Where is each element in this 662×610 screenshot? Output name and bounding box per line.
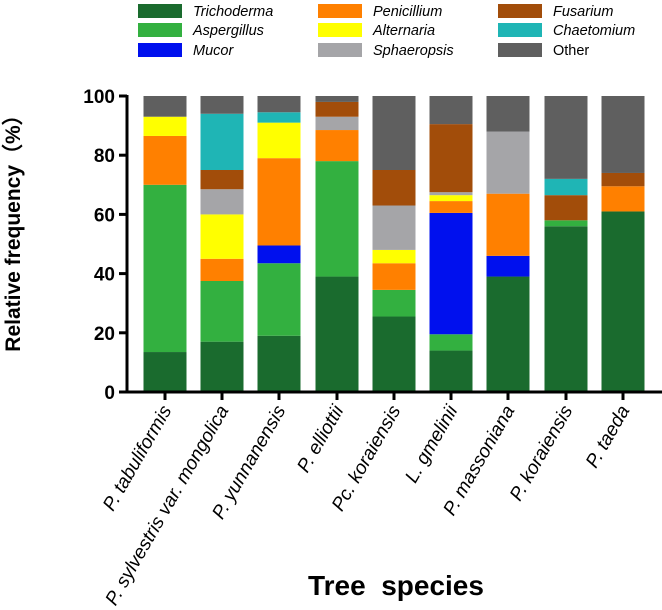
bar-segment-fusarium-pc-koraiensis — [372, 170, 416, 206]
legend-swatch-fusarium — [498, 4, 542, 18]
bar-segment-alternaria-p-sylvestris-var-mongolica — [200, 214, 244, 259]
bar-segment-alternaria-pc-koraiensis — [372, 249, 416, 264]
legend: Trichoderma Aspergillus Mucor Penicillium Al… — [138, 4, 635, 59]
legend-item-aspergillus: Aspergillus — [138, 23, 264, 39]
bar-segment-other-p-koraiensis — [544, 96, 588, 179]
bar-segment-penicillium-p-massoniana — [486, 193, 530, 256]
legend-label-sphaeropsis: Sphaeropsis — [373, 43, 454, 59]
legend-label-chaetomium: Chaetomium — [553, 23, 635, 39]
category-label-p-koraiensis: P. koraiensis — [506, 402, 578, 505]
bar-segment-trichoderma-p-elliottii — [315, 276, 359, 392]
legend-label-alternaria: Alternaria — [372, 23, 435, 39]
bar-segment-other-p-sylvestris-var-mongolica — [200, 96, 244, 114]
bar-segment-alternaria-p-yunnanensis — [257, 122, 301, 159]
bar-segment-other-p-massoniana — [486, 96, 530, 132]
legend-label-fusarium: Fusarium — [553, 4, 613, 20]
legend-swatch-chaetomium — [498, 23, 542, 37]
bar-segment-chaetomium-p-koraiensis — [544, 178, 588, 196]
y-tick-label-40: 40 — [94, 265, 115, 286]
bar-segment-mucor-l-gmelinii — [429, 212, 473, 335]
legend-swatch-aspergillus — [138, 23, 182, 37]
bar-segment-aspergillus-l-gmelinii — [429, 334, 473, 351]
bar-segment-penicillium-pc-koraiensis — [372, 263, 416, 290]
bar-segment-other-pc-koraiensis — [372, 96, 416, 170]
bar-segment-aspergillus-p-tabuliformis — [143, 184, 187, 353]
bar-segment-penicillium-p-sylvestris-var-mongolica — [200, 258, 244, 281]
bar-segment-alternaria-p-tabuliformis — [143, 116, 187, 136]
bar-segment-other-l-gmelinii — [429, 96, 473, 125]
y-tick-label-0: 0 — [104, 383, 115, 404]
legend-label-trichoderma: Trichoderma — [193, 4, 273, 20]
legend-item-other: Other — [498, 43, 589, 59]
bar-segment-sphaeropsis-p-massoniana — [486, 131, 530, 194]
bar-segment-chaetomium-p-yunnanensis — [257, 112, 301, 123]
bar-segment-fusarium-p-sylvestris-var-mongolica — [200, 170, 244, 190]
y-tick-label-60: 60 — [94, 205, 115, 226]
bar-segment-chaetomium-p-sylvestris-var-mongolica — [200, 113, 244, 170]
category-label-p-elliottii: P. elliottii — [293, 401, 348, 476]
legend-item-chaetomium: Chaetomium — [498, 23, 635, 39]
x-axis-title: Tree species — [308, 570, 484, 601]
legend-item-sphaeropsis: Sphaeropsis — [318, 43, 454, 59]
bars — [143, 96, 645, 392]
bar-segment-fusarium-p-koraiensis — [544, 195, 588, 221]
bar-segment-aspergillus-p-elliottii — [315, 161, 359, 277]
legend-label-penicillium: Penicillium — [373, 4, 442, 20]
bar-segment-trichoderma-p-taeda — [601, 211, 645, 392]
legend-label-mucor: Mucor — [193, 43, 234, 59]
bar-segment-fusarium-p-elliottii — [315, 101, 359, 117]
legend-label-other: Other — [553, 43, 589, 59]
y-tick-label-20: 20 — [94, 324, 115, 345]
bar-segment-other-p-tabuliformis — [143, 96, 187, 117]
bar-segment-trichoderma-p-massoniana — [486, 276, 530, 392]
legend-swatch-trichoderma — [138, 4, 182, 18]
legend-item-alternaria: Alternaria — [318, 23, 435, 39]
bar-segment-sphaeropsis-l-gmelinii — [429, 192, 473, 196]
legend-swatch-penicillium — [318, 4, 362, 18]
bar-segment-trichoderma-l-gmelinii — [429, 350, 473, 392]
bar-segment-alternaria-l-gmelinii — [429, 195, 473, 202]
axes: 0 20 40 60 80 100 — [83, 87, 662, 404]
bar-segment-penicillium-p-elliottii — [315, 130, 359, 162]
bar-segment-other-p-elliottii — [315, 96, 359, 102]
bar-segment-aspergillus-p-koraiensis — [544, 220, 588, 227]
legend-item-mucor: Mucor — [138, 43, 234, 59]
bar-segment-trichoderma-p-tabuliformis — [143, 352, 187, 392]
bar-segment-aspergillus-pc-koraiensis — [372, 289, 416, 317]
legend-swatch-mucor — [138, 43, 182, 57]
bar-segment-sphaeropsis-p-elliottii — [315, 116, 359, 131]
bar-segment-mucor-p-massoniana — [486, 255, 530, 277]
legend-item-trichoderma: Trichoderma — [138, 4, 273, 20]
bar-segment-other-p-taeda — [601, 96, 645, 173]
bar-segment-trichoderma-pc-koraiensis — [372, 316, 416, 392]
bar-segment-fusarium-p-taeda — [601, 172, 645, 187]
legend-swatch-sphaeropsis — [318, 43, 362, 57]
bar-segment-sphaeropsis-pc-koraiensis — [372, 205, 416, 250]
y-tick-label-100: 100 — [83, 87, 115, 108]
y-axis-title: Relative frequency（%） — [1, 104, 25, 351]
legend-item-penicillium: Penicillium — [318, 4, 442, 20]
category-label-l-gmelinii: L. gmelinii — [401, 401, 462, 486]
bar-segment-penicillium-p-yunnanensis — [257, 158, 301, 246]
legend-item-fusarium: Fusarium — [498, 4, 613, 20]
legend-label-aspergillus: Aspergillus — [192, 23, 264, 39]
bar-segment-fusarium-l-gmelinii — [429, 124, 473, 193]
bar-segment-mucor-p-yunnanensis — [257, 245, 301, 264]
bar-segment-penicillium-p-tabuliformis — [143, 135, 187, 185]
legend-swatch-alternaria — [318, 23, 362, 37]
legend-swatch-other — [498, 43, 542, 57]
bar-segment-other-p-yunnanensis — [257, 96, 301, 113]
bar-segment-trichoderma-p-yunnanensis — [257, 335, 301, 392]
bar-segment-trichoderma-p-koraiensis — [544, 226, 588, 392]
bar-segment-aspergillus-p-yunnanensis — [257, 263, 301, 336]
bar-segment-aspergillus-p-sylvestris-var-mongolica — [200, 281, 244, 342]
bar-segment-penicillium-p-taeda — [601, 186, 645, 212]
bar-segment-penicillium-l-gmelinii — [429, 201, 473, 213]
bar-segment-trichoderma-p-sylvestris-var-mongolica — [200, 341, 244, 392]
y-tick-label-80: 80 — [94, 146, 115, 167]
bar-segment-sphaeropsis-p-sylvestris-var-mongolica — [200, 189, 244, 215]
category-label-p-taeda: P. taeda — [582, 402, 634, 472]
